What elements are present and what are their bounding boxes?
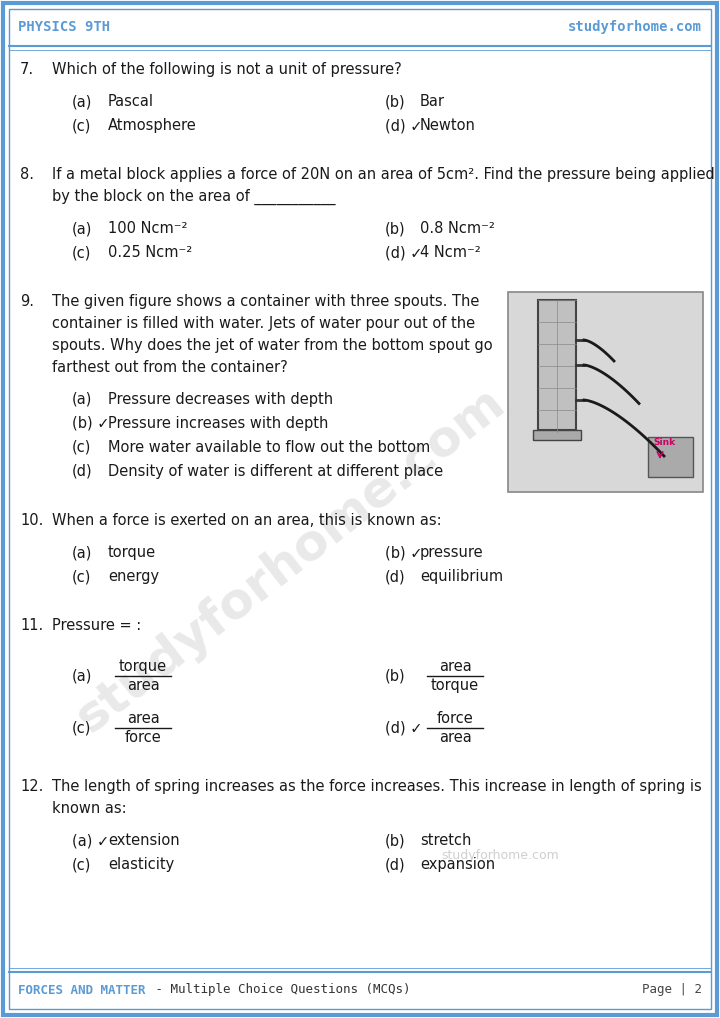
Text: 9.: 9. xyxy=(20,294,34,309)
Text: known as:: known as: xyxy=(52,801,127,816)
Text: - Multiple Choice Questions (MCQs): - Multiple Choice Questions (MCQs) xyxy=(148,983,410,997)
Text: (a) ✓: (a) ✓ xyxy=(72,833,109,848)
Text: (d) ✓: (d) ✓ xyxy=(385,118,423,133)
Text: (c): (c) xyxy=(72,118,91,133)
Text: (c): (c) xyxy=(72,857,91,872)
Text: 0.25 Ncm⁻²: 0.25 Ncm⁻² xyxy=(108,245,192,260)
Text: area: area xyxy=(438,659,472,674)
Text: pressure: pressure xyxy=(420,545,484,560)
Text: stretch: stretch xyxy=(420,833,472,848)
Text: extension: extension xyxy=(108,833,179,848)
Text: expansion: expansion xyxy=(420,857,495,872)
Text: (a): (a) xyxy=(72,669,92,683)
Text: (d): (d) xyxy=(385,569,405,584)
Text: torque: torque xyxy=(119,659,167,674)
Text: (d) ✓: (d) ✓ xyxy=(385,721,423,735)
Text: (c): (c) xyxy=(72,440,91,455)
Text: 8.: 8. xyxy=(20,167,34,182)
Text: (b): (b) xyxy=(385,221,405,236)
Text: 10.: 10. xyxy=(20,513,43,528)
Text: 100 Ncm⁻²: 100 Ncm⁻² xyxy=(108,221,187,236)
Text: (b): (b) xyxy=(385,669,405,683)
Text: Which of the following is not a unit of pressure?: Which of the following is not a unit of … xyxy=(52,62,402,77)
FancyBboxPatch shape xyxy=(3,3,717,1015)
Text: area: area xyxy=(438,730,472,745)
Text: 7.: 7. xyxy=(20,62,34,77)
Text: (b): (b) xyxy=(385,94,405,109)
Text: More water available to flow out the bottom: More water available to flow out the bot… xyxy=(108,440,431,455)
Text: If a metal block applies a force of 20N on an area of 5cm². Find the pressure be: If a metal block applies a force of 20N … xyxy=(52,167,715,182)
Text: The length of spring increases as the force increases. This increase in length o: The length of spring increases as the fo… xyxy=(52,779,702,794)
Text: (b) ✓: (b) ✓ xyxy=(72,416,109,431)
Text: elasticity: elasticity xyxy=(108,857,174,872)
Bar xyxy=(533,430,581,440)
Text: (d) ✓: (d) ✓ xyxy=(385,245,423,260)
Text: equilibrium: equilibrium xyxy=(420,569,503,584)
Text: torque: torque xyxy=(108,545,156,560)
Text: Density of water is different at different place: Density of water is different at differe… xyxy=(108,464,443,479)
Text: (a): (a) xyxy=(72,221,92,236)
Text: (b): (b) xyxy=(385,833,405,848)
Text: spouts. Why does the jet of water from the bottom spout go: spouts. Why does the jet of water from t… xyxy=(52,338,492,353)
Text: 12.: 12. xyxy=(20,779,43,794)
Text: energy: energy xyxy=(108,569,159,584)
Text: torque: torque xyxy=(431,678,479,693)
Text: force: force xyxy=(436,711,473,726)
Text: area: area xyxy=(127,678,159,693)
Text: force: force xyxy=(125,730,161,745)
Text: (d): (d) xyxy=(72,464,93,479)
Text: (c): (c) xyxy=(72,569,91,584)
Text: container is filled with water. Jets of water pour out of the: container is filled with water. Jets of … xyxy=(52,316,475,331)
Text: PHYSICS 9TH: PHYSICS 9TH xyxy=(18,20,110,34)
Text: Atmosphere: Atmosphere xyxy=(108,118,197,133)
Text: (c): (c) xyxy=(72,721,91,735)
Text: Bar: Bar xyxy=(420,94,445,109)
Text: (a): (a) xyxy=(72,392,92,407)
Text: studyforhome.com: studyforhome.com xyxy=(66,378,513,742)
Text: farthest out from the container?: farthest out from the container? xyxy=(52,360,288,375)
Text: FORCES AND MATTER: FORCES AND MATTER xyxy=(18,983,145,997)
Text: (b) ✓: (b) ✓ xyxy=(385,545,423,560)
Text: studyforhome.com: studyforhome.com xyxy=(441,848,559,861)
Text: When a force is exerted on an area, this is known as:: When a force is exerted on an area, this… xyxy=(52,513,441,528)
Bar xyxy=(648,437,693,477)
Text: Newton: Newton xyxy=(420,118,476,133)
Text: Page | 2: Page | 2 xyxy=(642,983,702,997)
Text: Pressure increases with depth: Pressure increases with depth xyxy=(108,416,328,431)
Text: studyforhome.com: studyforhome.com xyxy=(568,20,702,34)
Text: (a): (a) xyxy=(72,94,92,109)
Text: 4 Ncm⁻²: 4 Ncm⁻² xyxy=(420,245,481,260)
Bar xyxy=(538,300,576,430)
Text: by the block on the area of ___________: by the block on the area of ___________ xyxy=(52,189,336,206)
Text: (d): (d) xyxy=(385,857,405,872)
Text: area: area xyxy=(127,711,159,726)
Text: 0.8 Ncm⁻²: 0.8 Ncm⁻² xyxy=(420,221,495,236)
Text: The given figure shows a container with three spouts. The: The given figure shows a container with … xyxy=(52,294,480,309)
FancyBboxPatch shape xyxy=(508,292,703,492)
Text: (a): (a) xyxy=(72,545,92,560)
Text: Sink: Sink xyxy=(653,438,675,447)
Text: Pressure decreases with depth: Pressure decreases with depth xyxy=(108,392,333,407)
Text: 11.: 11. xyxy=(20,618,43,633)
Text: Pascal: Pascal xyxy=(108,94,154,109)
Text: Pressure = :: Pressure = : xyxy=(52,618,141,633)
Text: (c): (c) xyxy=(72,245,91,260)
